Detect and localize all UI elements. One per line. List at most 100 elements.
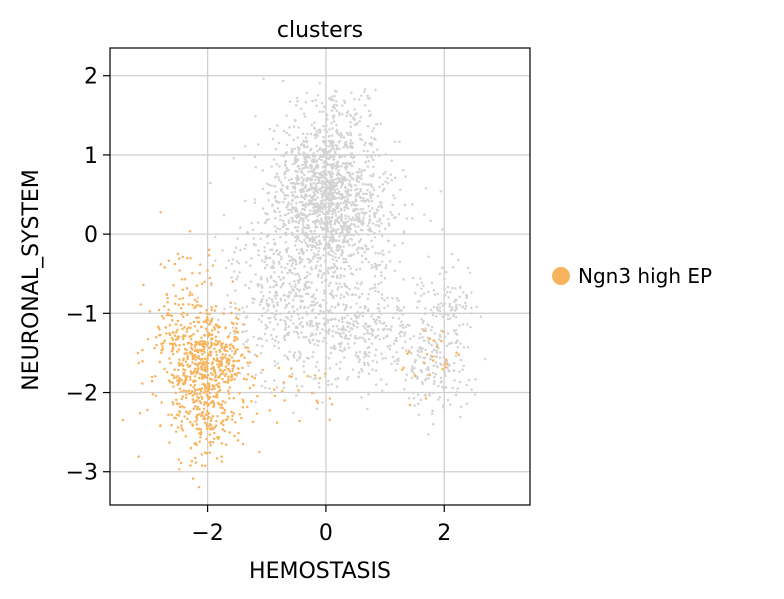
scatter-point	[308, 320, 312, 323]
scatter-point	[309, 132, 313, 136]
scatter-point	[347, 346, 351, 349]
scatter-point	[298, 256, 302, 259]
scatter-point	[186, 313, 189, 317]
scatter-point	[276, 303, 279, 307]
scatter-point	[287, 254, 291, 258]
scatter-point	[181, 288, 185, 292]
scatter-point	[304, 283, 307, 286]
scatter-point	[299, 306, 302, 310]
scatter-point	[193, 405, 197, 408]
scatter-point	[216, 396, 219, 399]
scatter-point	[359, 207, 362, 211]
scatter-point	[191, 394, 194, 397]
scatter-point	[332, 186, 335, 190]
scatter-point	[353, 113, 357, 116]
scatter-point	[197, 396, 201, 400]
scatter-point	[189, 322, 192, 325]
scatter-point	[311, 186, 314, 189]
scatter-point	[150, 379, 154, 383]
scatter-point	[341, 320, 344, 324]
scatter-point	[316, 196, 319, 199]
scatter-point	[462, 291, 465, 294]
scatter-point	[366, 165, 370, 168]
scatter-point	[326, 192, 330, 195]
scatter-point	[274, 200, 278, 203]
scatter-point	[171, 338, 174, 342]
scatter-point	[355, 268, 358, 272]
scatter-point	[327, 383, 330, 387]
scatter-point	[431, 350, 434, 354]
scatter-point	[411, 367, 414, 371]
scatter-point	[232, 322, 235, 326]
scatter-point	[349, 317, 353, 320]
scatter-point	[282, 276, 285, 279]
scatter-point	[236, 317, 240, 321]
scatter-point	[436, 292, 439, 296]
scatter-point	[382, 214, 385, 217]
scatter-point	[361, 314, 365, 318]
scatter-point	[439, 335, 442, 339]
scatter-point	[204, 464, 207, 468]
scatter-point	[175, 402, 179, 405]
scatter-point	[412, 334, 416, 338]
x-axis-ticks: −2 0 2	[191, 505, 451, 546]
scatter-point	[276, 201, 280, 204]
scatter-point	[207, 425, 211, 428]
scatter-point	[209, 333, 212, 337]
scatter-point	[356, 218, 359, 221]
scatter-point	[258, 336, 261, 340]
scatter-point	[326, 269, 329, 272]
scatter-point	[191, 357, 195, 361]
scatter-point	[260, 337, 264, 341]
scatter-point	[237, 371, 240, 374]
scatter-point	[455, 341, 458, 345]
scatter-point	[427, 368, 431, 371]
scatter-point	[427, 433, 430, 436]
scatter-point	[413, 360, 417, 364]
scatter-point	[169, 361, 172, 365]
scatter-point	[410, 365, 414, 368]
scatter-point	[251, 228, 255, 232]
scatter-point	[390, 325, 393, 328]
scatter-point	[333, 209, 337, 212]
scatter-point	[373, 320, 377, 323]
scatter-point	[314, 316, 317, 319]
scatter-point	[302, 365, 305, 368]
scatter-point	[360, 292, 364, 296]
scatter-point	[177, 361, 180, 365]
scatter-point	[304, 276, 307, 279]
scatter-point	[327, 310, 331, 313]
scatter-point	[330, 148, 333, 151]
scatter-point	[202, 360, 206, 364]
scatter-point	[315, 252, 319, 256]
scatter-point	[199, 436, 202, 439]
scatter-point	[269, 316, 272, 320]
scatter-point	[332, 202, 336, 205]
scatter-point	[458, 304, 462, 307]
scatter-point	[298, 350, 301, 353]
scatter-point	[332, 148, 336, 151]
scatter-point	[349, 131, 352, 134]
scatter-point	[370, 315, 373, 318]
scatter-point	[375, 267, 378, 271]
scatter-point	[388, 250, 391, 254]
scatter-point	[189, 464, 192, 467]
scatter-point	[346, 314, 349, 317]
scatter-point	[273, 394, 277, 398]
scatter-point	[235, 313, 238, 316]
scatter-point	[381, 189, 385, 193]
scatter-point	[315, 159, 318, 162]
scatter-point	[252, 237, 256, 240]
scatter-point	[419, 332, 422, 336]
scatter-point	[212, 395, 215, 398]
scatter-point	[230, 356, 234, 359]
scatter-point	[245, 305, 249, 308]
scatter-point	[253, 198, 257, 201]
scatter-point	[322, 135, 325, 139]
scatter-point	[470, 291, 473, 294]
scatter-point	[324, 328, 327, 332]
scatter-point	[320, 187, 323, 190]
scatter-point	[299, 211, 302, 215]
scatter-point	[346, 200, 349, 204]
scatter-point	[297, 389, 300, 392]
